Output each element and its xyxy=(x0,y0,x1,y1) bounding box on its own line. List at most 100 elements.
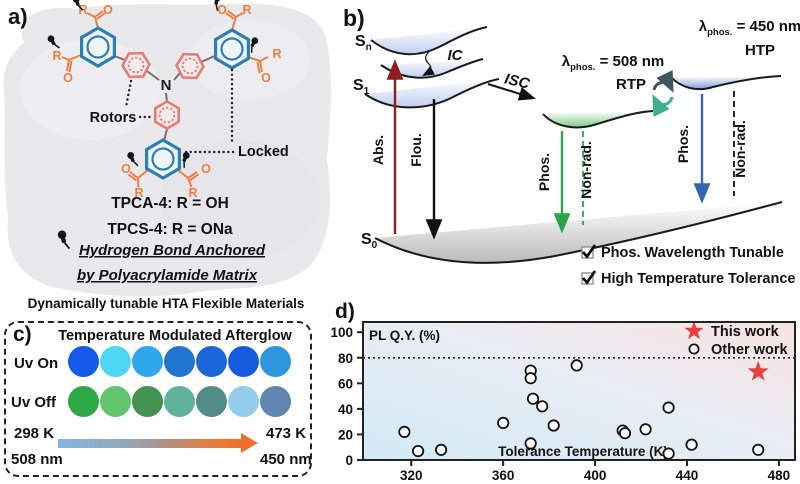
y-tick-label: 20 xyxy=(338,427,353,442)
data-point-other-work[interactable] xyxy=(685,438,698,451)
sn-vib-shading xyxy=(381,59,483,78)
sn-state-shading xyxy=(371,27,487,55)
lambda-rtp-label: λphos. = 508 nm xyxy=(562,53,664,73)
sample-disc xyxy=(100,346,131,377)
legend-this-work-label: This work xyxy=(711,324,780,340)
temperature-gradient-arrow xyxy=(58,439,242,448)
data-point-this-work[interactable] xyxy=(747,360,769,381)
panel-c-afterglow: c) Temperature Modulated Afterglow Uv On… xyxy=(2,315,320,484)
data-point-other-work[interactable] xyxy=(570,359,583,372)
x-tick-label: 320 xyxy=(400,468,423,483)
locked-benzene-ring xyxy=(79,26,117,68)
rtp-nonrad-label: Non-rad. xyxy=(578,141,594,199)
panel-d-label: d) xyxy=(335,300,355,323)
r-substituent-label: R xyxy=(78,3,87,17)
sample-disc xyxy=(196,346,227,377)
data-point-other-work[interactable] xyxy=(398,425,411,438)
o-atom-label: O xyxy=(121,162,131,176)
data-point-other-work[interactable] xyxy=(524,437,537,450)
data-point-other-work[interactable] xyxy=(497,416,510,430)
check-icon xyxy=(581,270,597,285)
x-tick-label: 440 xyxy=(676,468,699,483)
legend-circle-icon xyxy=(688,343,700,355)
data-point-other-work[interactable] xyxy=(547,419,560,432)
r-substituent-label: R xyxy=(52,49,61,63)
data-point-other-work[interactable] xyxy=(524,372,537,385)
plot-frame xyxy=(362,321,796,461)
data-point-other-work[interactable] xyxy=(639,423,652,436)
r-substituent-label: R xyxy=(242,3,251,17)
panel-b-jablonski: b) Sn S1 S0 IC xyxy=(343,5,800,287)
swap-arrow-icon xyxy=(652,70,674,93)
panel-c-dashed-border xyxy=(4,321,312,477)
s0-label: S0 xyxy=(361,231,378,251)
annotation-dotted-lines xyxy=(124,68,236,154)
data-point-other-work[interactable] xyxy=(662,447,675,460)
y-tick-label: 40 xyxy=(338,402,353,417)
htp-t1-curve xyxy=(670,75,782,91)
s1-state-shading xyxy=(365,79,499,108)
o-atom-label: O xyxy=(103,3,113,17)
y-axis-label: PL Q.Y. (%) xyxy=(369,328,440,343)
rtp-t1-curve xyxy=(542,110,654,129)
nitrogen-atom-label: N xyxy=(161,77,172,94)
wavelength-right-label: 450 nm xyxy=(260,451,312,468)
anchor-text-line1: Hydrogen Bond Anchored xyxy=(79,242,266,259)
sample-disc xyxy=(228,346,259,377)
data-point-other-work[interactable] xyxy=(752,443,765,456)
sample-disc xyxy=(196,386,227,417)
o-atom-label: O xyxy=(63,71,73,85)
data-point-other-work[interactable] xyxy=(435,443,448,456)
o-atom-label: O xyxy=(201,162,211,176)
data-point-other-work[interactable] xyxy=(536,400,549,413)
rtp-phos-label: Phos. xyxy=(536,153,552,191)
sample-disc xyxy=(132,346,163,377)
r-substituent-label: R xyxy=(134,186,143,200)
o-atom-label: O xyxy=(217,3,227,17)
data-point-other-work[interactable] xyxy=(618,427,632,440)
check-2-label: High Temperature Tolerance xyxy=(601,271,795,287)
flou-label: Flou. xyxy=(408,133,424,166)
sn-label: Sn xyxy=(355,33,372,53)
panel-c-label: c) xyxy=(13,323,32,346)
data-point-other-work[interactable] xyxy=(662,401,675,414)
compound-1-label: TPCA-4: R = OH xyxy=(111,195,229,212)
wavelength-left-label: 508 nm xyxy=(11,451,63,468)
abs-label: Abs. xyxy=(370,135,386,165)
y-tick-label: 60 xyxy=(338,376,353,391)
r-substituent-label: R xyxy=(188,186,197,200)
isc-arrow xyxy=(487,83,536,101)
lambda-htp-label: λphos. = 450 nm xyxy=(699,18,800,38)
sample-disc xyxy=(164,346,195,377)
sample-disc xyxy=(68,386,99,417)
ic-label: IC xyxy=(448,47,464,64)
matrix-texture xyxy=(160,140,320,260)
temp-left-label: 298 K xyxy=(14,425,55,442)
data-point-other-work[interactable] xyxy=(526,392,540,405)
rtp-label: RTP xyxy=(616,76,646,93)
data-point-other-work[interactable] xyxy=(412,445,425,458)
y-tick-label: 100 xyxy=(330,325,353,340)
sample-disc xyxy=(260,346,291,377)
htp-state-shading xyxy=(671,76,781,90)
plot-background xyxy=(363,322,795,460)
s0-curve xyxy=(374,201,783,264)
legend-star-icon xyxy=(684,321,704,340)
x-tick-label: 360 xyxy=(492,468,515,483)
rotor-phenyl-ring xyxy=(154,100,180,130)
legend-other-work-label: Other work xyxy=(711,342,788,358)
htp-label: HTP xyxy=(745,42,775,59)
y-tick-label: 80 xyxy=(338,351,353,366)
check-icon xyxy=(581,244,597,259)
s1-curve xyxy=(364,78,500,109)
y-tick-label: 0 xyxy=(345,453,353,468)
sn-curve xyxy=(370,26,488,56)
x-tick-label: 480 xyxy=(768,468,791,483)
x-tick-label: 400 xyxy=(584,468,607,483)
isc-label: ISC xyxy=(503,71,532,93)
panel-c-title: Temperature Modulated Afterglow xyxy=(58,328,292,344)
sample-disc xyxy=(228,386,259,417)
sample-disc xyxy=(164,386,195,417)
uv-off-row xyxy=(68,386,291,417)
